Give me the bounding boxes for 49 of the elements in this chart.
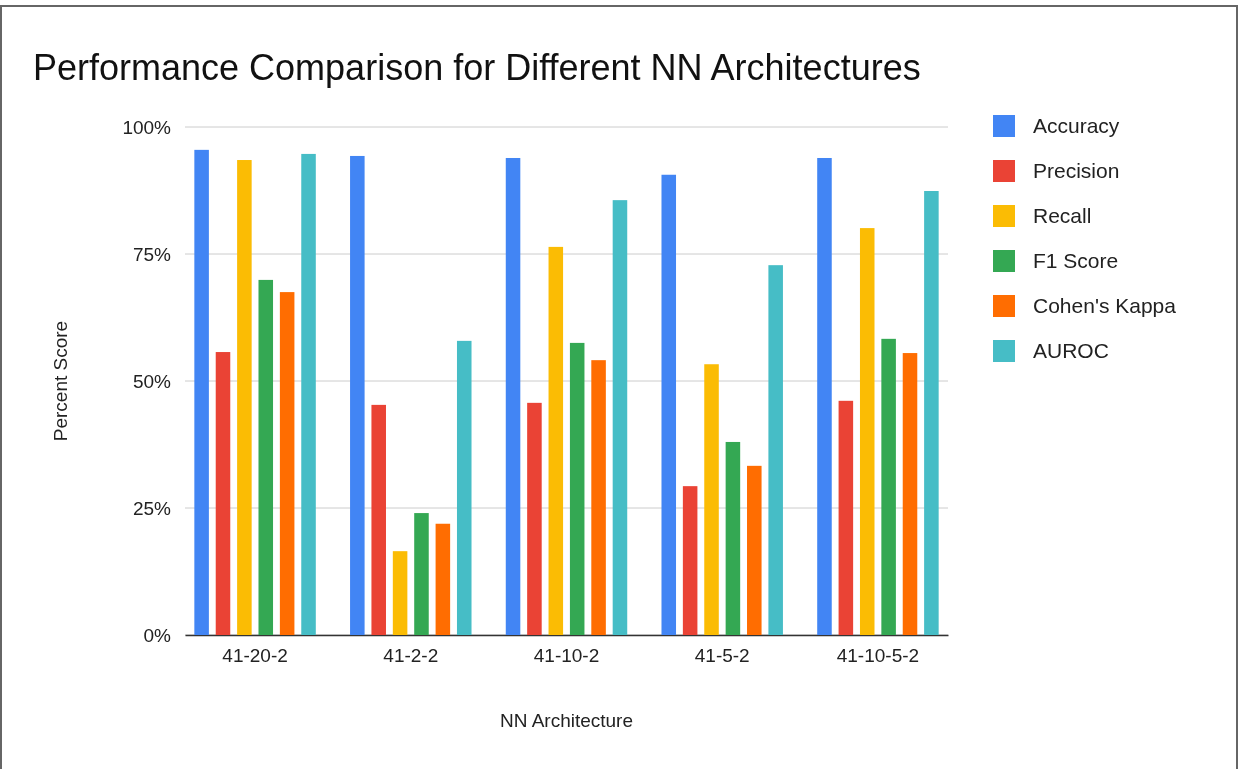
y-tick-label: 25% [132,497,172,519]
bar [838,400,854,635]
x-tick-label: 41-10-2 [533,645,600,667]
legend-label: Recall [1033,204,1092,227]
bar [194,149,209,635]
legend-label: Accuracy [1033,114,1120,137]
x-axis-title: NN Architecture [499,710,634,731]
bar [881,338,896,635]
bar [661,174,677,635]
bar [817,157,832,635]
legend-label: AUROC [1033,339,1109,362]
bar [435,523,451,635]
legend-label: Cohen's Kappa [1033,294,1177,317]
x-tick-label: 41-10-5-2 [836,645,920,667]
bar [279,292,295,635]
chart-title: Performance Comparison for Different NN Architectures [33,47,921,88]
bar [768,265,783,635]
bar [527,402,542,635]
bar [548,246,564,635]
bar [859,228,875,635]
y-tick-label: 0% [143,624,172,646]
bar [237,160,252,635]
bar [301,153,316,635]
bar [505,157,521,635]
bar [725,441,741,635]
legend-label: Precision [1033,159,1120,182]
bar [258,279,274,635]
y-axis-title: Percent Score [50,320,71,442]
bar [612,200,628,635]
bar [924,191,939,635]
x-tick-label: 41-20-2 [222,645,288,667]
y-tick-label: 50% [132,370,172,392]
bar [414,513,429,635]
bar [215,352,231,635]
bar [704,364,719,635]
y-tick-label: 75% [132,243,172,265]
bar [747,465,762,635]
bar [591,360,606,635]
y-tick-label: 100% [122,116,172,138]
x-tick-label: 41-5-2 [694,645,750,667]
bar [392,551,408,635]
bar [569,342,585,635]
bar [371,404,386,635]
bar [682,486,698,635]
x-tick-label: 41-2-2 [383,645,439,667]
bar [350,155,365,635]
legend-label: F1 Score [1033,249,1119,272]
bar [902,353,918,635]
bar [456,340,472,635]
